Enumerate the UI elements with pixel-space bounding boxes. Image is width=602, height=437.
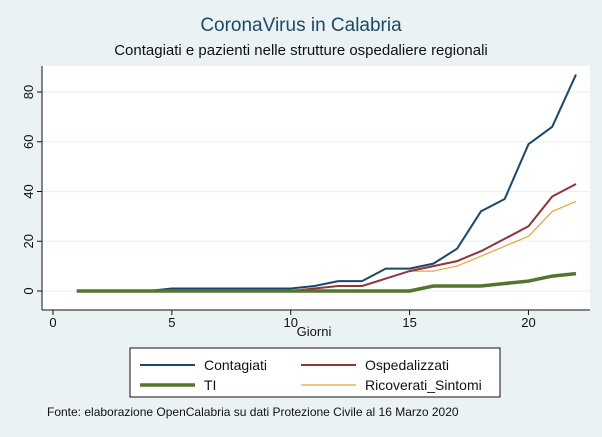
plot-area — [42, 66, 590, 310]
y-tick-label: 0 — [21, 287, 36, 294]
source-note: Fonte: elaborazione OpenCalabria su dati… — [47, 405, 459, 419]
chart-subtitle: Contagiati e pazienti nelle strutture os… — [114, 42, 488, 59]
x-tick-label: 20 — [521, 315, 535, 330]
x-axis-title: Giorni — [297, 324, 332, 339]
series-line-ti — [76, 271, 577, 293]
legend-label: Ospedalizzati — [365, 357, 449, 373]
axis-layer: 0 20 40 60 80 0 5 10 15 20 — [21, 66, 590, 330]
legend-box — [129, 347, 501, 398]
y-tick-label: 60 — [21, 135, 36, 149]
legend-label: Contagiati — [204, 357, 267, 373]
legend: Contagiati Ospedalizzati TI Ricoverati_Sint… — [129, 347, 501, 398]
chart-title: CoronaVirus in Calabria — [200, 15, 402, 36]
y-tick-label: 40 — [21, 184, 36, 198]
x-tick-label: 5 — [168, 315, 175, 330]
y-tick-label: 80 — [21, 85, 36, 99]
legend-label: Ricoverati_Sintomi — [365, 377, 482, 393]
series-layer — [76, 74, 577, 293]
y-tick-label: 20 — [21, 234, 36, 248]
x-tick-label: 10 — [283, 315, 297, 330]
x-tick-label: 15 — [402, 315, 416, 330]
legend-label: TI — [204, 377, 216, 393]
x-tick-label: 0 — [49, 315, 56, 330]
